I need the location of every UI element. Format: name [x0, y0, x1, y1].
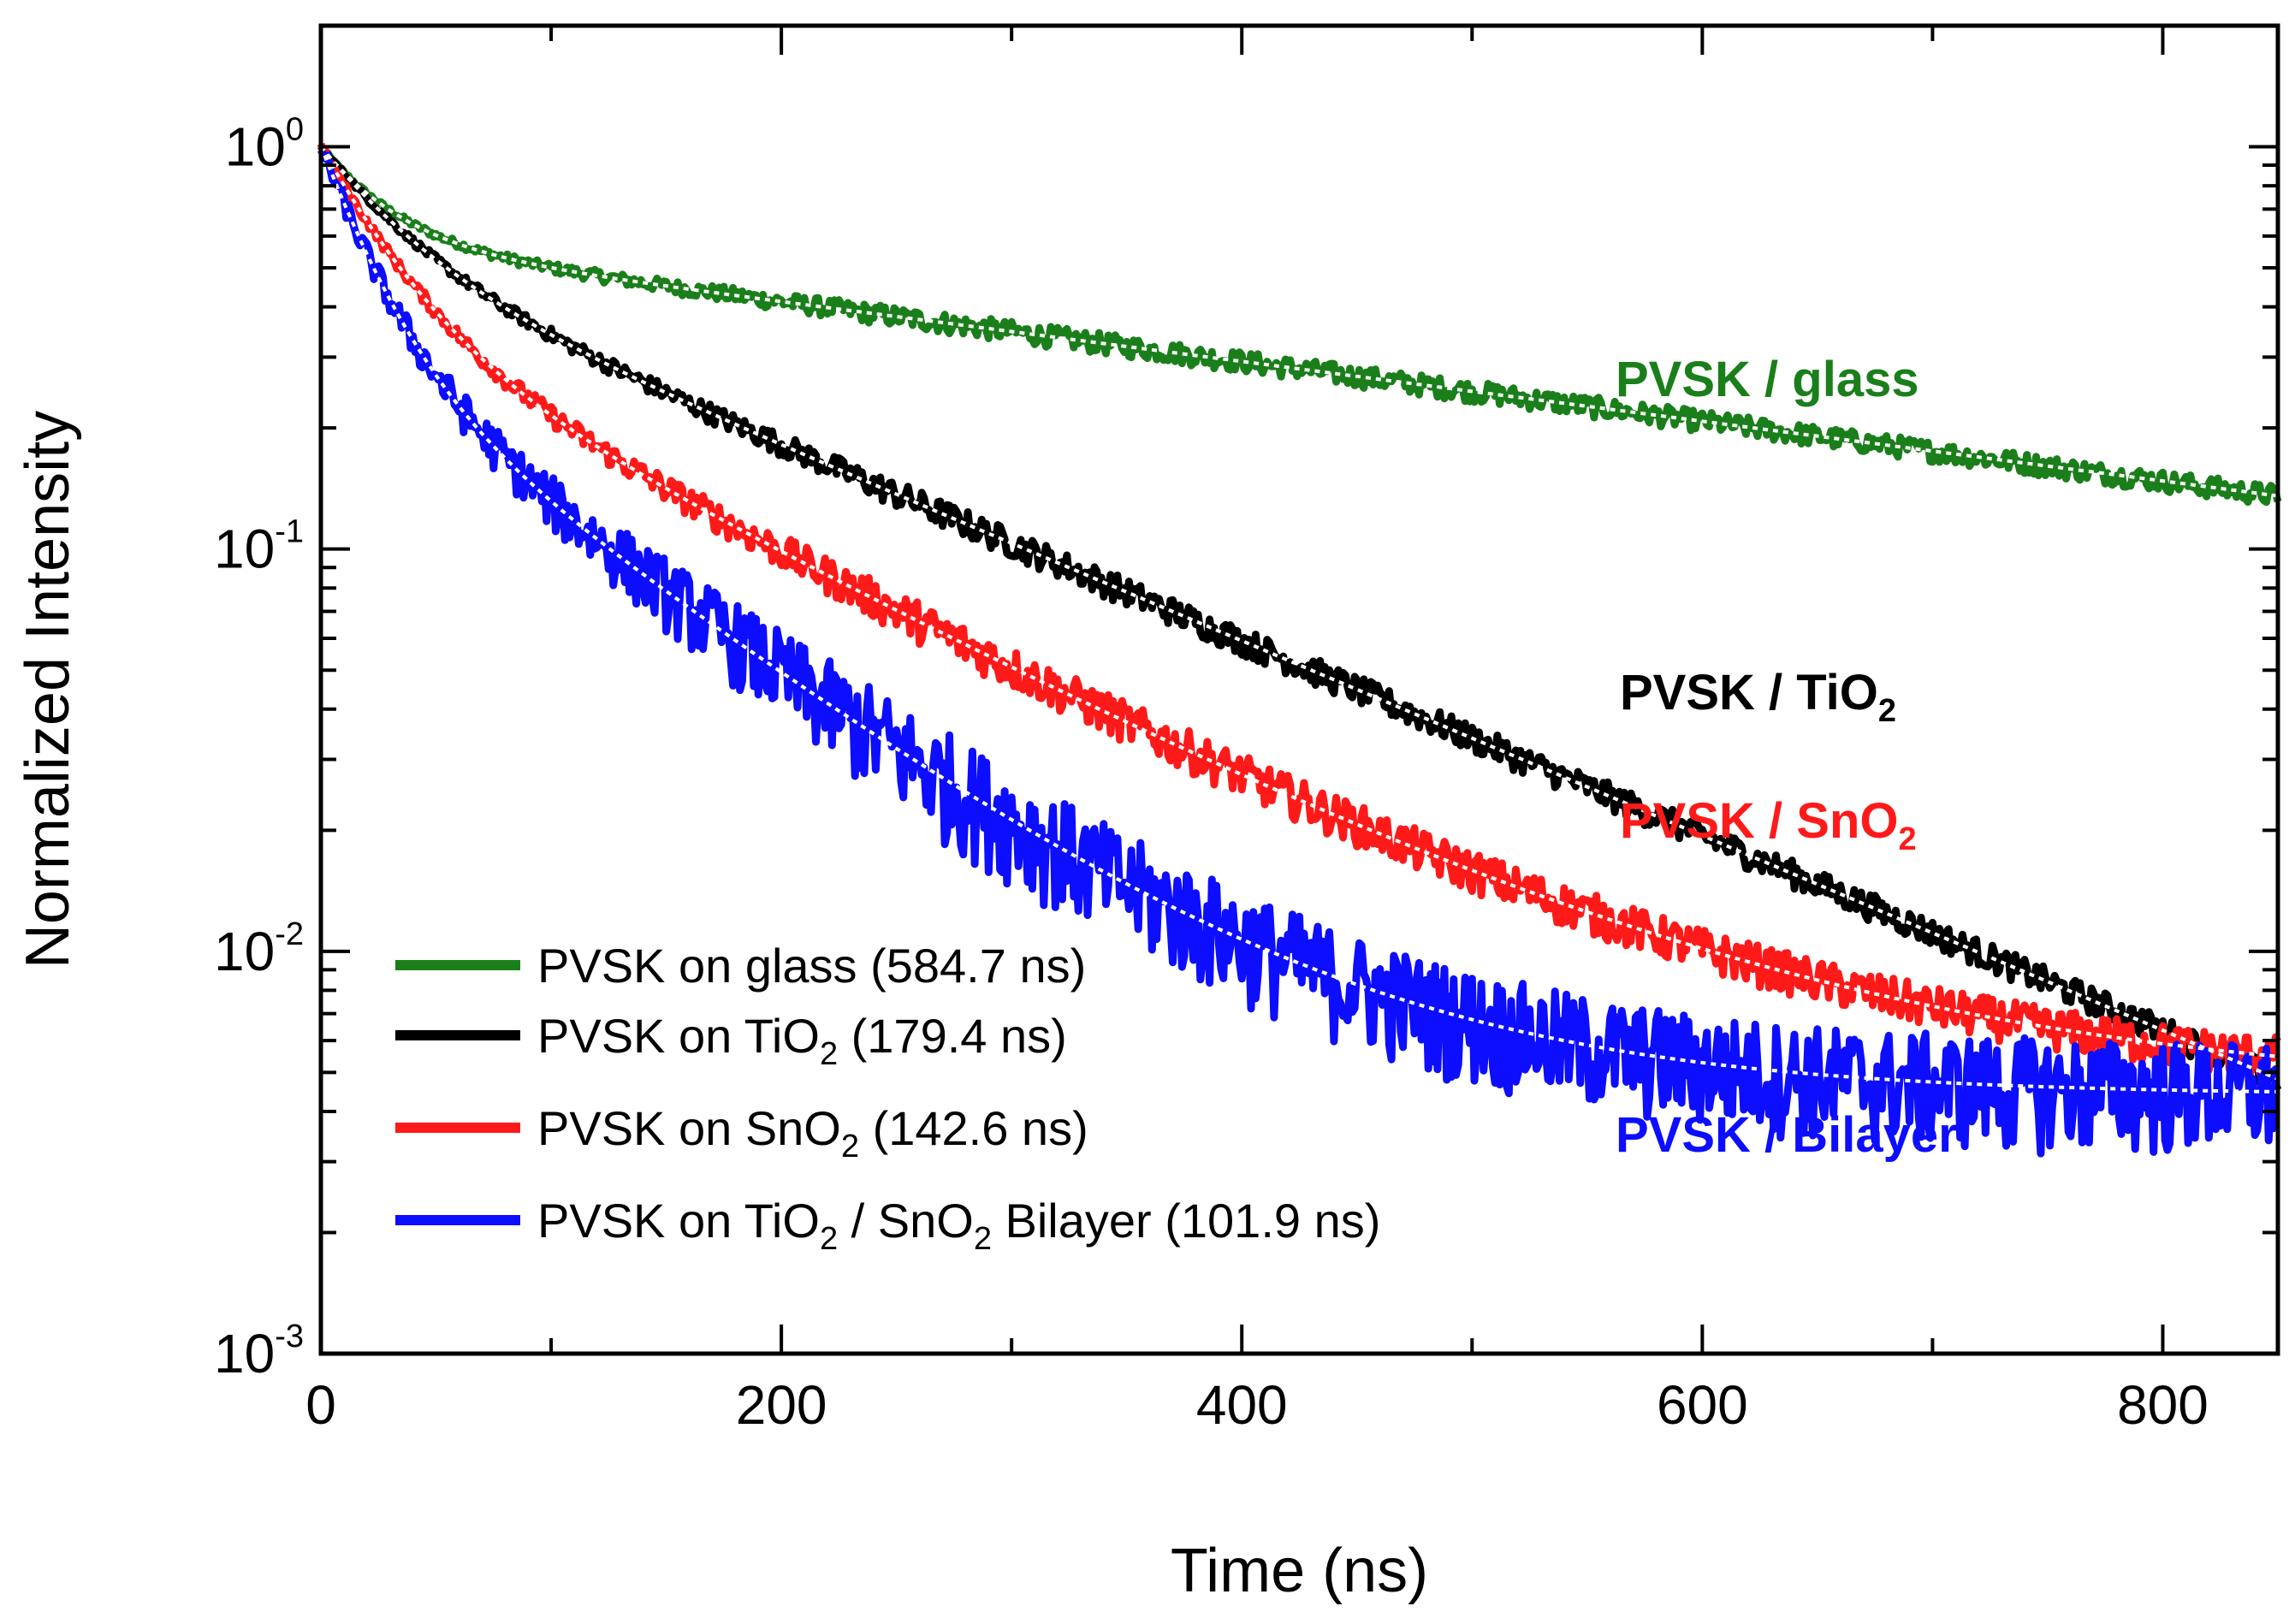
- series-annotation: PVSK / TiO2: [1620, 665, 1896, 729]
- series-annotation: PVSK / Bilayer: [1616, 1107, 1958, 1163]
- y-tick-label: 10-1: [214, 514, 304, 580]
- y-tick-label: 10-2: [214, 916, 304, 982]
- series-annotation: PVSK / SnO2: [1620, 793, 1917, 857]
- y-tick-label: 10-3: [214, 1319, 304, 1384]
- tick-layer: [319, 24, 2278, 1355]
- x-tick-label: 800: [2117, 1374, 2209, 1436]
- legend: PVSK on glass (584.7 ns) PVSK on TiO2 (17…: [395, 939, 1380, 1257]
- series-line: [317, 144, 2282, 1092]
- legend-label: PVSK on glass (584.7 ns): [537, 939, 1086, 993]
- series-annotation: PVSK / glass: [1616, 352, 1919, 407]
- x-tick-label: 200: [736, 1374, 827, 1436]
- x-tick-label: 400: [1196, 1374, 1288, 1436]
- x-tick-label: 0: [305, 1374, 336, 1436]
- legend-label: PVSK on TiO2 / SnO2 Bilayer (101.9 ns): [537, 1194, 1380, 1257]
- legend-label: PVSK on TiO2 (179.4 ns): [537, 1009, 1067, 1072]
- x-axis-label: Time (ns): [1171, 1537, 1428, 1605]
- legend-label: PVSK on SnO2 (142.6 ns): [537, 1101, 1088, 1165]
- series-line: [317, 142, 2281, 1077]
- y-tick-labels: 100 10-1 10-2 10-3: [214, 112, 304, 1384]
- fit-curve: [319, 145, 2279, 498]
- annotation-layer: PVSK / glass PVSK / TiO2 PVSK / SnO2 PVSK /…: [1616, 352, 1958, 1163]
- plot-frame: [318, 23, 2280, 1356]
- series-line: [317, 148, 2280, 1158]
- fit-layer: [319, 145, 2279, 1094]
- x-tick-label: 600: [1657, 1374, 1748, 1436]
- y-tick-label: 100: [225, 112, 304, 178]
- x-tick-labels: 0 200 400 600 800: [305, 1374, 2209, 1436]
- y-axis-label: Normalized Intensity: [14, 411, 82, 969]
